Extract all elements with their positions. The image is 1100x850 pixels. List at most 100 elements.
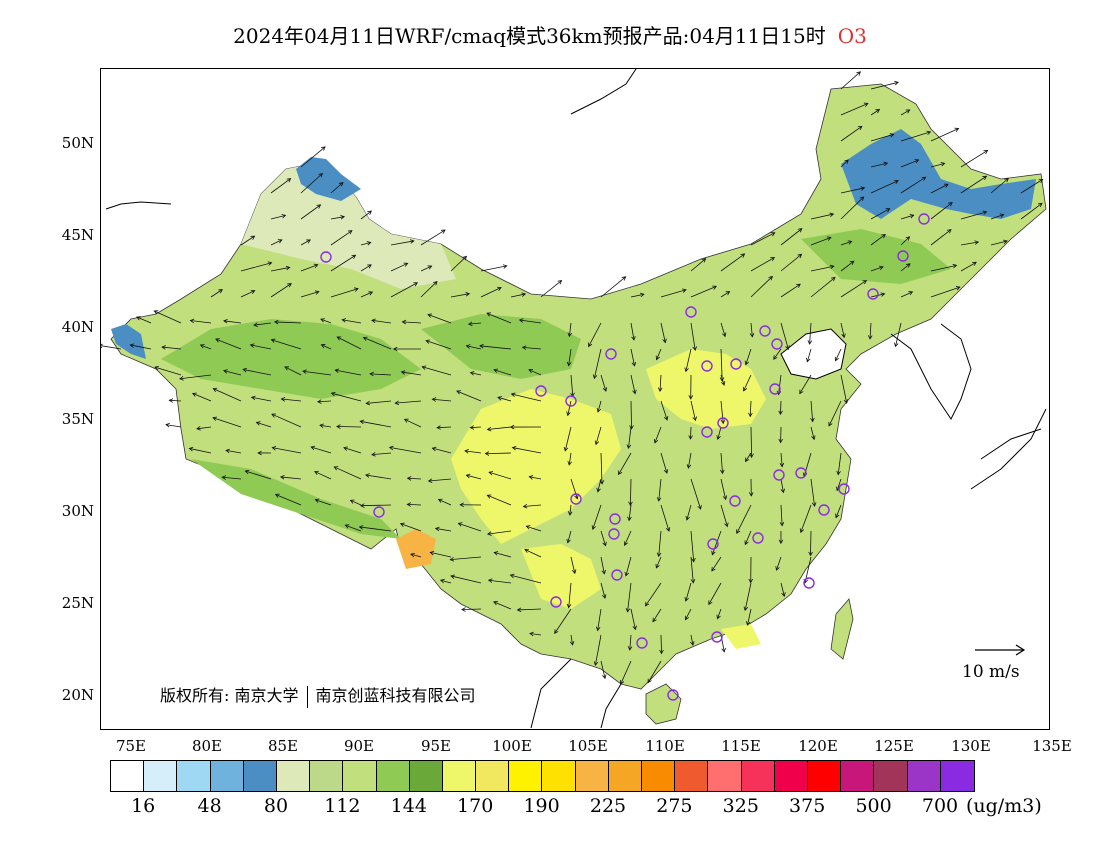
- wind-vector: [240, 235, 255, 246]
- legend-swatch-5: [276, 761, 311, 791]
- wind-vector: [300, 173, 323, 194]
- wind-vector: [154, 366, 182, 376]
- wind-vector-head: [191, 392, 197, 397]
- wind-vector-head: [797, 253, 803, 259]
- wind-vector-head: [779, 521, 785, 527]
- wind-vector: [900, 236, 910, 246]
- wind-vector: [215, 338, 242, 350]
- wind-vector-head: [465, 344, 471, 349]
- hainan-island: [645, 683, 682, 725]
- legend-tick-5: 170: [457, 795, 494, 817]
- wind-vector-head: [366, 241, 372, 246]
- wind-vector-head: [806, 357, 811, 363]
- wind-vector: [594, 634, 602, 666]
- wind-vector: [468, 322, 482, 325]
- wind-vector-head: [459, 502, 464, 508]
- wind-vector: [750, 322, 753, 337]
- wind-vector-head: [716, 435, 721, 440]
- wind-vector-head: [196, 426, 201, 431]
- wind-vector: [165, 424, 182, 428]
- wind-vector: [870, 133, 894, 142]
- wind-vector: [404, 418, 422, 428]
- legend-tick-11: 500: [855, 795, 892, 817]
- wind-vector: [720, 322, 726, 337]
- wind-vector-head: [431, 397, 437, 402]
- wind-vector-head: [1038, 178, 1044, 184]
- wind-vector-head: [320, 318, 325, 323]
- wind-vector: [196, 426, 212, 430]
- lon-label-100e: 100E: [492, 737, 532, 755]
- wind-vector: [840, 260, 855, 272]
- wind-vector-head: [399, 522, 405, 527]
- wind-vector-head: [711, 566, 716, 572]
- wind-vector-head: [479, 343, 484, 349]
- wind-vector-head: [745, 621, 751, 626]
- wind-vector: [321, 344, 332, 350]
- station-marker: [769, 383, 781, 395]
- wind-vector-head: [655, 563, 660, 569]
- wind-vector-head: [645, 601, 650, 607]
- wind-vector: [360, 242, 371, 246]
- wind-vector-head: [371, 452, 376, 457]
- wind-vector-head: [627, 516, 632, 522]
- wind-vector-head: [188, 446, 194, 452]
- wind-vector-head: [365, 473, 370, 478]
- yellow-zone-yunnan: [521, 544, 601, 609]
- map-canvas[interactable]: [101, 69, 1048, 728]
- wind-vector: [540, 280, 562, 298]
- wind-vector: [212, 417, 242, 428]
- wind-vector-head: [768, 275, 773, 281]
- wind-vector-head: [279, 475, 285, 480]
- wind-vector-head: [161, 345, 166, 350]
- wind-vector-head: [655, 355, 660, 361]
- wind-vector-head: [333, 466, 339, 471]
- wind-vector-head: [367, 210, 372, 215]
- wind-vector: [270, 178, 291, 194]
- legend-swatch-2: [177, 761, 211, 791]
- wind-vector-head: [652, 617, 657, 623]
- wind-vector-head: [330, 391, 336, 397]
- station-marker: [685, 306, 697, 318]
- wind-vector-head: [796, 283, 801, 288]
- wind-vector-head: [394, 400, 400, 406]
- wind-vector: [360, 291, 373, 298]
- wind-vector: [568, 452, 572, 465]
- wind-vector-head: [242, 367, 248, 373]
- legend-tick-0: 16: [131, 795, 156, 817]
- wind-vector-head: [749, 332, 755, 338]
- wind-vector-head: [745, 457, 750, 463]
- lat-label-45n: 45N: [61, 226, 94, 244]
- wind-vector-head: [341, 318, 347, 323]
- wind-vector-head: [909, 213, 915, 219]
- wind-vector: [840, 241, 852, 246]
- wind-vector-head: [223, 318, 228, 324]
- wind-vector-head: [525, 525, 531, 530]
- lat-label-50n: 50N: [61, 134, 94, 152]
- wind-vector-head: [624, 571, 629, 577]
- legend-swatch-11: [476, 761, 510, 791]
- wind-vector: [395, 400, 422, 404]
- wind-vector: [799, 374, 812, 394]
- wind-vector-head: [212, 416, 218, 421]
- wind-vector: [600, 660, 606, 679]
- wind-vector: [806, 348, 812, 362]
- wind-vector: [960, 175, 987, 194]
- wind-vector-head: [267, 261, 273, 266]
- station-marker: [707, 538, 719, 550]
- wind-vector-head: [778, 438, 783, 444]
- wind-vector-layer: [101, 71, 1044, 685]
- wind-vector-head: [780, 488, 786, 494]
- wind-vector-head: [686, 464, 692, 469]
- wind-vector: [595, 426, 602, 445]
- wind-vector-head: [894, 80, 899, 86]
- map-frame[interactable]: [100, 68, 1050, 730]
- wind-vector-head: [921, 176, 927, 181]
- wind-vector: [597, 478, 602, 492]
- wind-vector-head: [566, 361, 572, 367]
- wind-vector-head: [880, 292, 886, 297]
- wind-vector-head: [509, 573, 515, 579]
- wind-vector: [512, 447, 542, 454]
- wind-vector: [658, 530, 662, 557]
- lon-label-80e: 80E: [191, 737, 223, 755]
- copyright-note: 版权所有: 南京大学 南京创蓝科技有限公司: [160, 682, 476, 708]
